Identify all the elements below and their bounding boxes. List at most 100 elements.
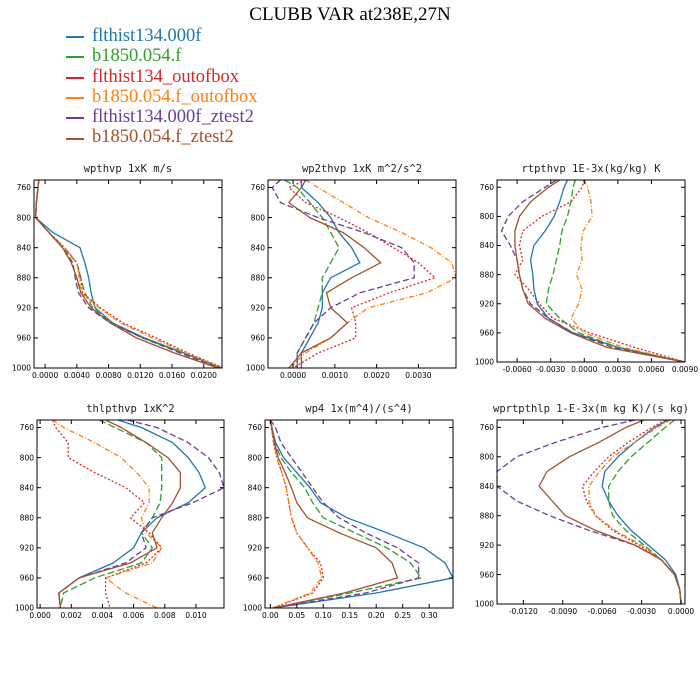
x-tick-label: 0.010: [185, 611, 207, 620]
plot-frame: [33, 179, 223, 369]
panel-title: wpthvp 1xK m/s: [84, 163, 173, 175]
series-line: [58, 420, 206, 608]
y-tick-label: 1000: [246, 364, 265, 373]
legend-item: flthist134.000f: [66, 26, 257, 46]
y-tick-label: 760: [17, 183, 32, 192]
legend-label: flthist134.000f_ztest2: [92, 107, 254, 128]
legend-label: b1850.054.f: [92, 46, 182, 67]
y-tick-label: 1000: [243, 604, 262, 613]
y-tick-label: 840: [480, 482, 495, 491]
legend-item: flthist134_outofbox: [66, 67, 257, 87]
x-tick-label: 0.0060: [638, 365, 664, 374]
x-tick-label: 0.0090: [672, 365, 698, 374]
series-line: [34, 180, 220, 368]
legend-swatch: [66, 56, 84, 59]
y-tick-label: 800: [480, 453, 495, 462]
y-tick-label: 800: [17, 213, 32, 222]
y-tick-label: 880: [248, 513, 263, 522]
legend-item: b1850.054.f_ztest2: [66, 127, 257, 147]
x-tick-label: 0.0080: [95, 371, 121, 380]
y-tick-label: 1000: [12, 364, 31, 373]
y-tick-label: 800: [480, 212, 495, 221]
legend-label: b1850.054.f_outofbox: [92, 86, 258, 107]
y-tick-label: 880: [17, 273, 32, 282]
legend-item: b1850.054.f: [66, 46, 257, 66]
legend-label: b1850.054.f_ztest2: [92, 127, 234, 148]
series-group: [500, 180, 685, 362]
page-title: CLUBB VAR at238E,27N: [249, 4, 451, 25]
chart-panel: wprtpthlp 1-E-3x(m kg K)/(s kg) -0.0120 -0…: [475, 403, 694, 616]
y-tick-label: 840: [248, 483, 263, 492]
x-tick-label: 0.0030: [605, 365, 631, 374]
legend: flthist134.000f b1850.054.f flthist134_o…: [66, 26, 257, 148]
series-line: [34, 180, 222, 368]
series-line: [300, 180, 361, 368]
series-line: [570, 180, 685, 362]
series-group: [497, 420, 682, 604]
y-tick-label: 960: [248, 574, 263, 583]
series-line: [271, 180, 415, 368]
x-tick-label: 0.15: [341, 611, 358, 620]
y-tick-label: 880: [20, 513, 35, 522]
y-tick-label: 840: [251, 243, 266, 252]
series-line: [269, 420, 323, 608]
series-line: [52, 420, 163, 608]
panel-title: wp2thvp 1xK m^2/s^2: [302, 163, 422, 175]
x-tick-label: 0.05: [288, 611, 305, 620]
x-tick-label: -0.0060: [503, 365, 532, 374]
series-line: [514, 180, 685, 362]
legend-item: flthist134.000f_ztest2: [66, 107, 257, 127]
legend-label: flthist134_outofbox: [92, 66, 239, 87]
series-line: [581, 420, 682, 604]
legend-label: flthist134.000f: [92, 26, 202, 46]
y-tick-label: 800: [248, 453, 263, 462]
y-tick-label: 1000: [15, 604, 34, 613]
y-tick-label: 880: [480, 270, 495, 279]
series-line: [608, 420, 682, 604]
y-tick-label: 960: [251, 334, 266, 343]
x-tick-label: 0.0160: [159, 371, 185, 380]
y-tick-label: 920: [248, 544, 263, 553]
x-tick-label: 0.008: [154, 611, 176, 620]
x-tick-label: -0.0060: [588, 607, 617, 616]
x-tick-label: -0.0120: [509, 607, 538, 616]
y-tick-label: 1000: [475, 600, 494, 609]
y-tick-label: 960: [480, 329, 495, 338]
y-tick-label: 960: [480, 570, 495, 579]
chart-panel: thlpthvp 1xK^2 0.000 0.002 0.004 0.006 0.008 0…: [15, 403, 225, 620]
y-tick-label: 760: [251, 183, 266, 192]
plot-frame: [496, 419, 686, 605]
chart-panel: wp2thvp 1xK m^2/s^2 0.0000 0.0010 0.0020 0.0…: [246, 163, 457, 380]
series-line: [269, 420, 399, 608]
chart-panel: wpthvp 1xK m/s 0.0000 0.0040 0.0080 0.0120 0.…: [12, 163, 223, 380]
y-tick-label: 880: [480, 511, 495, 520]
plot-frame: [264, 419, 454, 609]
series-group: [51, 420, 224, 608]
series-line: [34, 180, 222, 368]
series-line: [500, 180, 685, 362]
x-tick-label: 0.006: [123, 611, 145, 620]
series-line: [269, 420, 453, 608]
x-tick-label: 0.0000: [280, 371, 306, 380]
y-tick-label: 800: [251, 213, 266, 222]
x-tick-label: 0.0010: [322, 371, 348, 380]
x-tick-label: 0.0030: [405, 371, 431, 380]
series-line: [288, 180, 436, 368]
x-tick-label: -0.0030: [536, 365, 565, 374]
series-group: [271, 180, 456, 368]
panel-title: thlpthvp 1xK^2: [86, 403, 175, 415]
y-tick-label: 800: [20, 453, 35, 462]
x-tick-label: 0.10: [315, 611, 332, 620]
y-tick-label: 840: [17, 243, 32, 252]
x-tick-label: 0.30: [421, 611, 438, 620]
legend-swatch: [66, 97, 84, 100]
series-group: [269, 420, 453, 608]
plot-frame: [496, 179, 686, 363]
x-tick-label: 0.25: [394, 611, 411, 620]
y-tick-label: 840: [480, 241, 495, 250]
y-tick-label: 960: [17, 334, 32, 343]
x-tick-label: 0.004: [92, 611, 114, 620]
y-tick-label: 840: [20, 483, 35, 492]
x-tick-label: 0.20: [368, 611, 385, 620]
